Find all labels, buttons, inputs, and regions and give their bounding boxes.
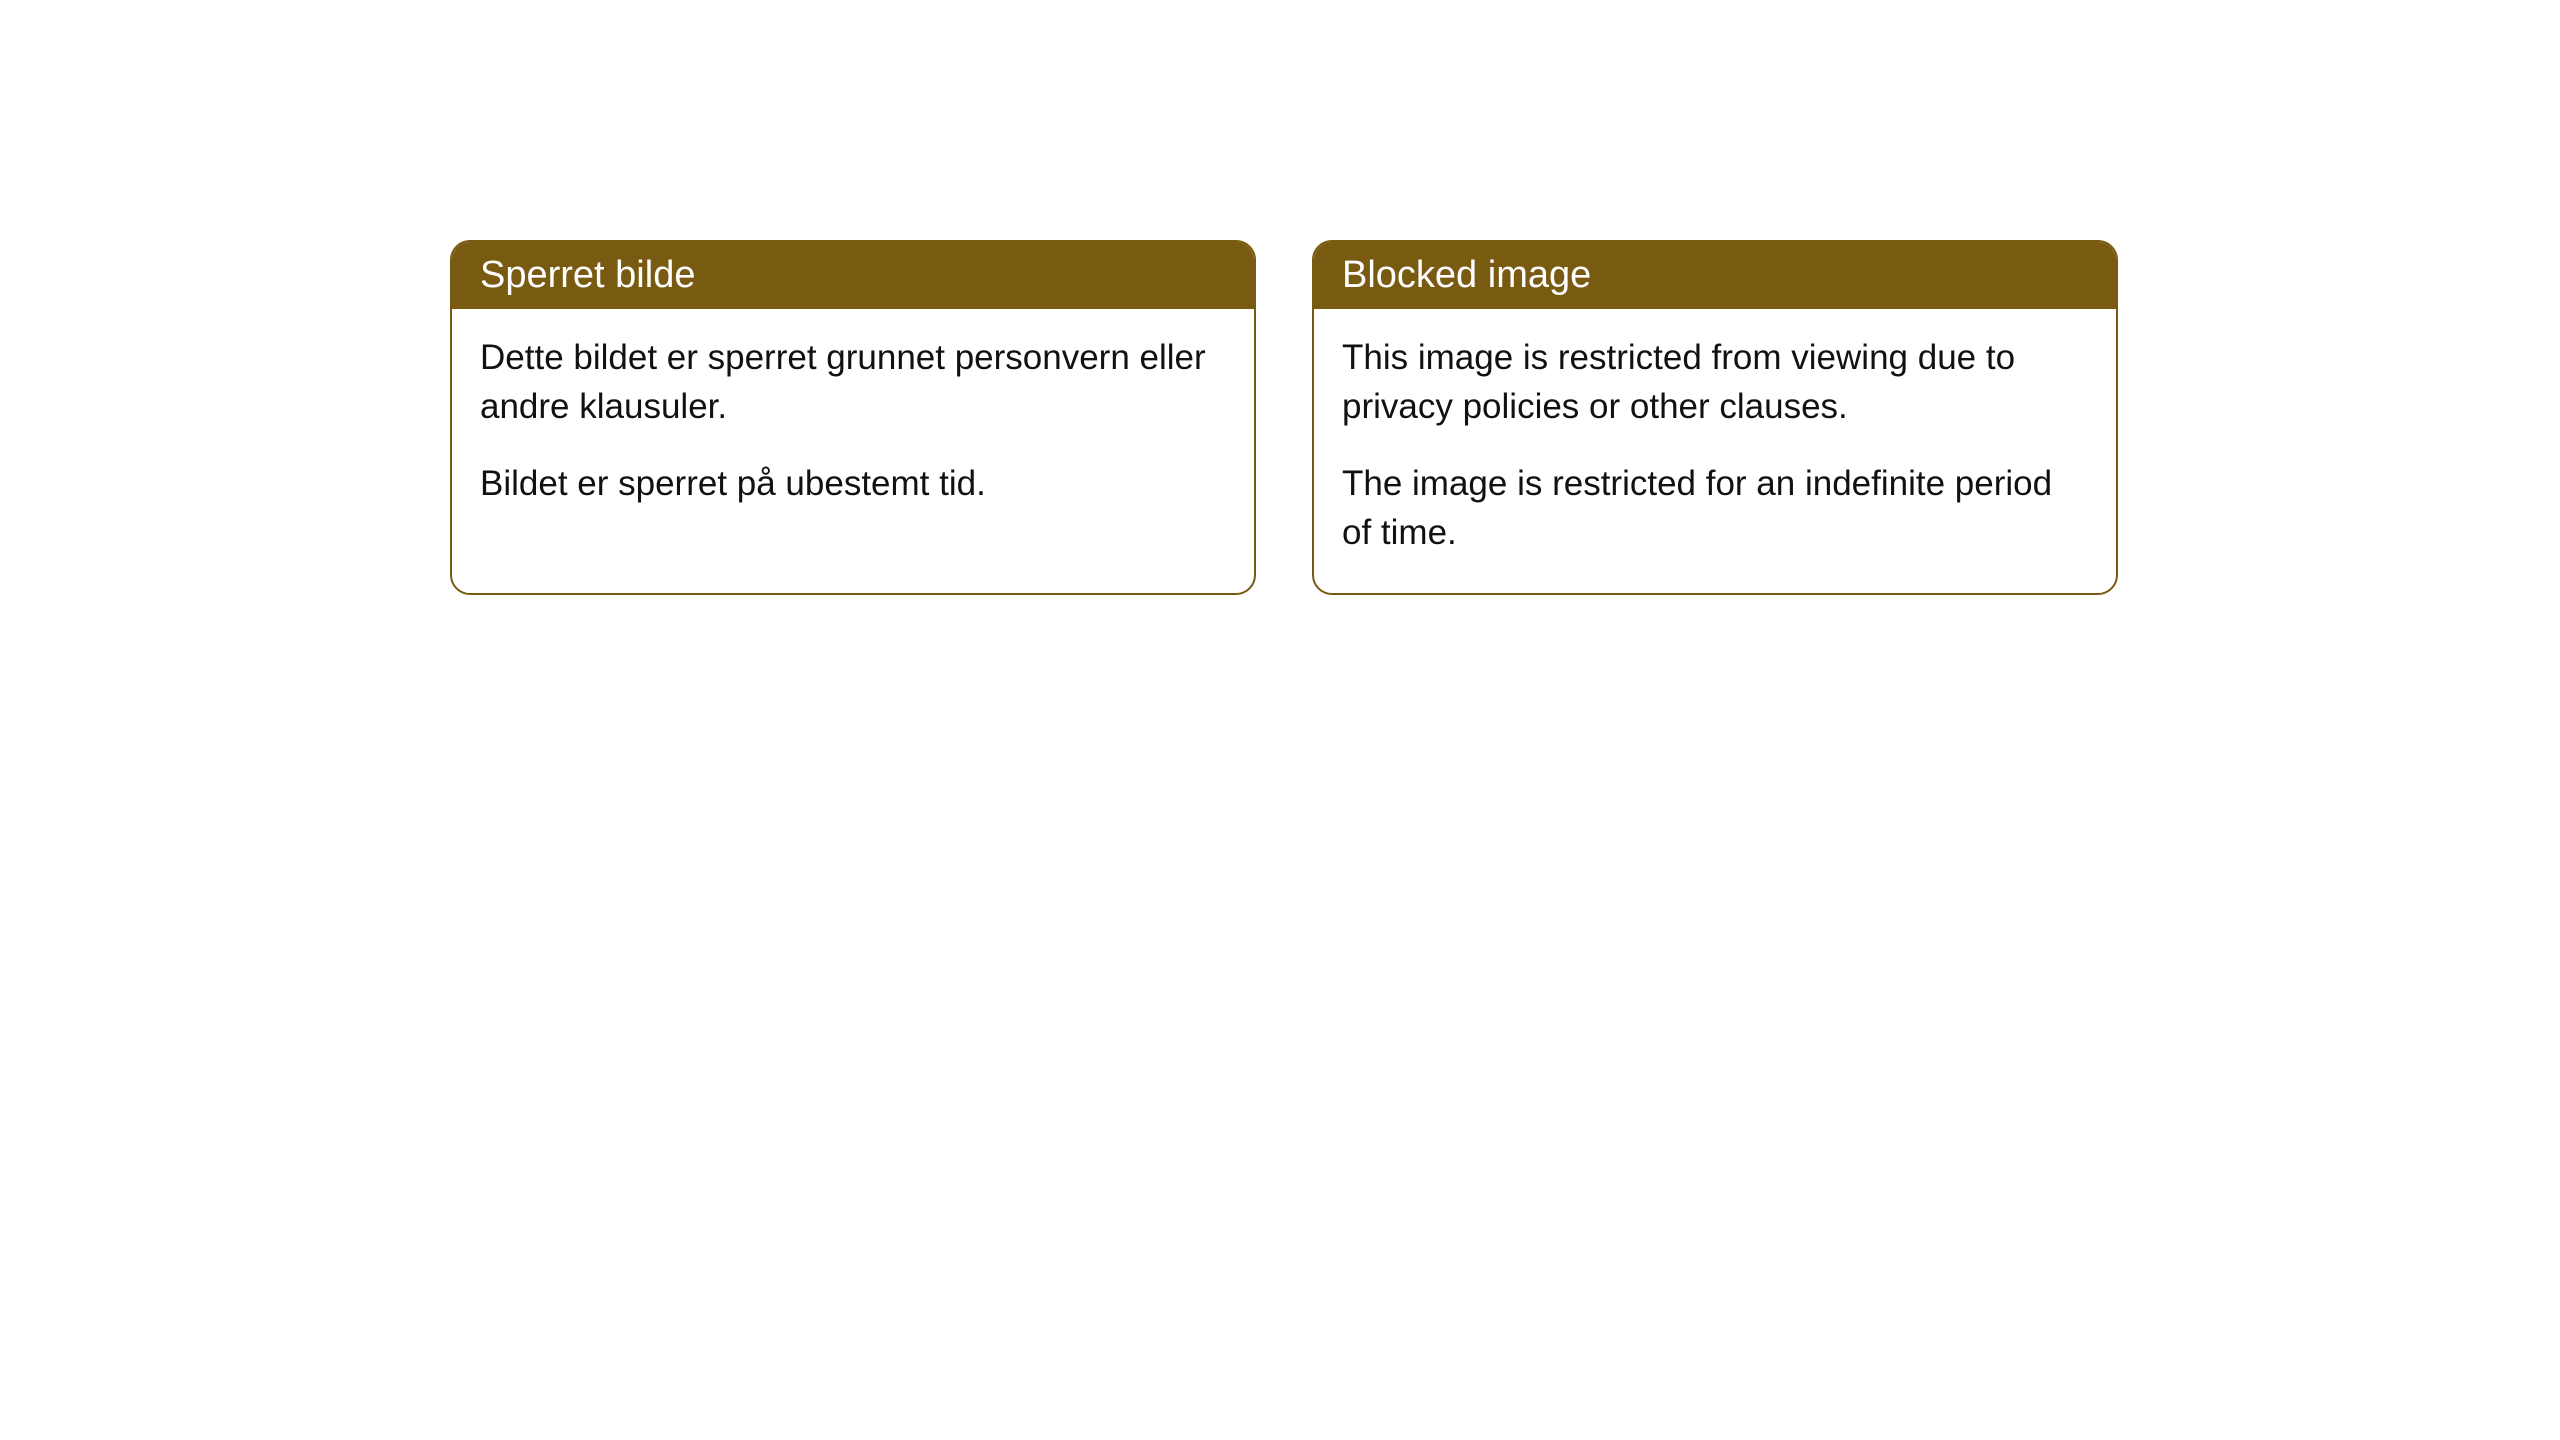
notice-paragraph-2-english: The image is restricted for an indefinit… bbox=[1342, 459, 2088, 557]
card-header-english: Blocked image bbox=[1314, 242, 2116, 309]
notice-paragraph-1-norwegian: Dette bildet er sperret grunnet personve… bbox=[480, 333, 1226, 431]
card-body-norwegian: Dette bildet er sperret grunnet personve… bbox=[452, 309, 1254, 544]
notice-paragraph-2-norwegian: Bildet er sperret på ubestemt tid. bbox=[480, 459, 1226, 508]
notice-paragraph-1-english: This image is restricted from viewing du… bbox=[1342, 333, 2088, 431]
card-body-english: This image is restricted from viewing du… bbox=[1314, 309, 2116, 593]
blocked-image-card-english: Blocked image This image is restricted f… bbox=[1312, 240, 2118, 595]
card-header-norwegian: Sperret bilde bbox=[452, 242, 1254, 309]
notice-cards-container: Sperret bilde Dette bildet er sperret gr… bbox=[0, 0, 2560, 595]
blocked-image-card-norwegian: Sperret bilde Dette bildet er sperret gr… bbox=[450, 240, 1256, 595]
